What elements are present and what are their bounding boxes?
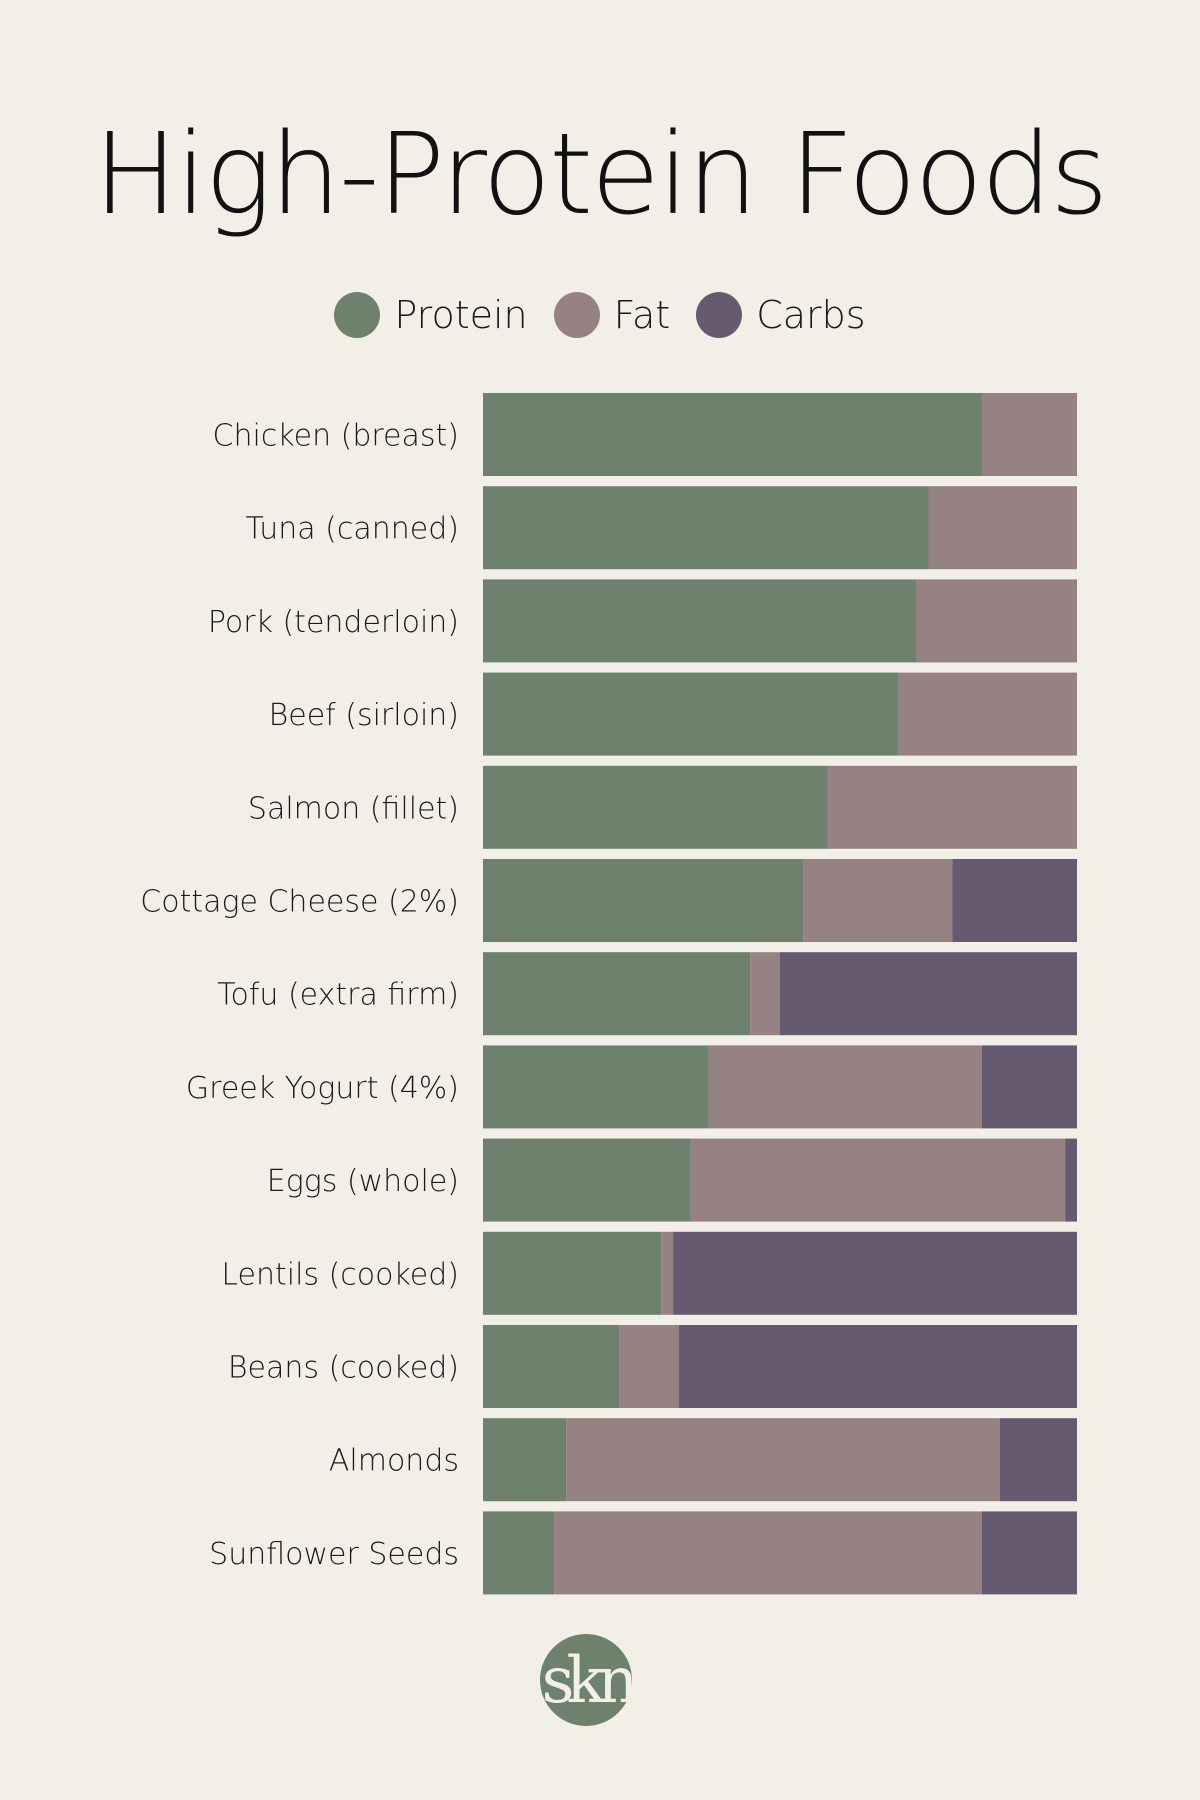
category-label: Salmon (fillet) [248,791,459,826]
category-label: Cottage Cheese (2%) [140,885,459,920]
bar-segment-fat [708,1045,982,1129]
bar-segment-fat [750,952,780,1036]
bar-segment-carbs [679,1325,1077,1408]
category-label: Beef (sirloin) [269,698,459,733]
bar-segment-fat [827,765,1077,849]
bar-segment-protein [483,1418,567,1502]
bar-segment-protein [483,765,828,849]
bar-segment-carbs [952,859,1077,942]
bar-segment-protein [483,1045,709,1129]
bar-segment-fat [661,1231,674,1315]
category-label: Sunflower Seeds [209,1537,459,1572]
chart-title: High-Protein Foods [93,110,1108,240]
bar-segment-carbs [1065,1138,1077,1222]
bar-segment-carbs [981,1511,1077,1595]
bar-segment-protein [483,393,982,476]
bar-segment-protein [483,1231,662,1315]
legend: Protein Fat Carbs [0,292,1200,338]
svg-text:skn: skn [542,1644,638,1718]
legend-label: Carbs [756,293,866,337]
legend-swatch [696,292,743,338]
category-label: Pork (tenderloin) [208,605,459,640]
bar-segment-protein [483,486,929,570]
legend-swatch [334,292,381,338]
bar-segment-fat [981,393,1077,476]
bar-segment-protein [483,1138,691,1222]
legend-label: Protein [394,293,528,337]
skn-logo: skn [540,1634,645,1726]
bar-segment-fat [619,1325,680,1408]
bar-segment-protein [483,579,917,663]
bar-segment-protein [483,1325,620,1408]
bar-segment-carbs [981,1045,1077,1129]
category-label: Chicken (breast) [213,419,459,454]
bar-segment-protein [483,672,899,756]
legend-item-fat: Fat [553,292,671,338]
category-label: Eggs (whole) [267,1164,459,1199]
legend-item-carbs: Carbs [696,292,866,338]
bar-segment-fat [554,1511,982,1595]
bar-segment-protein [483,1511,555,1595]
category-label: Tofu (extra firm) [217,978,459,1013]
legend-item-protein: Protein [334,292,528,338]
bar-segment-fat [898,672,1077,756]
bar-segment-carbs [999,1418,1077,1502]
bar-segment-protein [483,952,751,1036]
category-label: Lentils (cooked) [221,1257,459,1292]
bar-segment-carbs [673,1231,1077,1315]
legend-swatch [553,292,600,338]
category-label: Almonds [329,1444,459,1479]
bar-segment-protein [483,859,804,942]
bar-segment-fat [803,859,953,942]
bar-segment-fat [566,1418,1000,1502]
category-label: Greek Yogurt (4%) [186,1071,459,1106]
bar-segment-fat [916,579,1077,663]
category-label: Tuna (canned) [245,512,459,547]
category-label: Beans (cooked) [228,1351,459,1386]
bar-segment-fat [690,1138,1066,1222]
legend-label: Fat [613,293,671,337]
bar-segment-fat [928,486,1077,570]
bar-segment-carbs [780,952,1077,1036]
